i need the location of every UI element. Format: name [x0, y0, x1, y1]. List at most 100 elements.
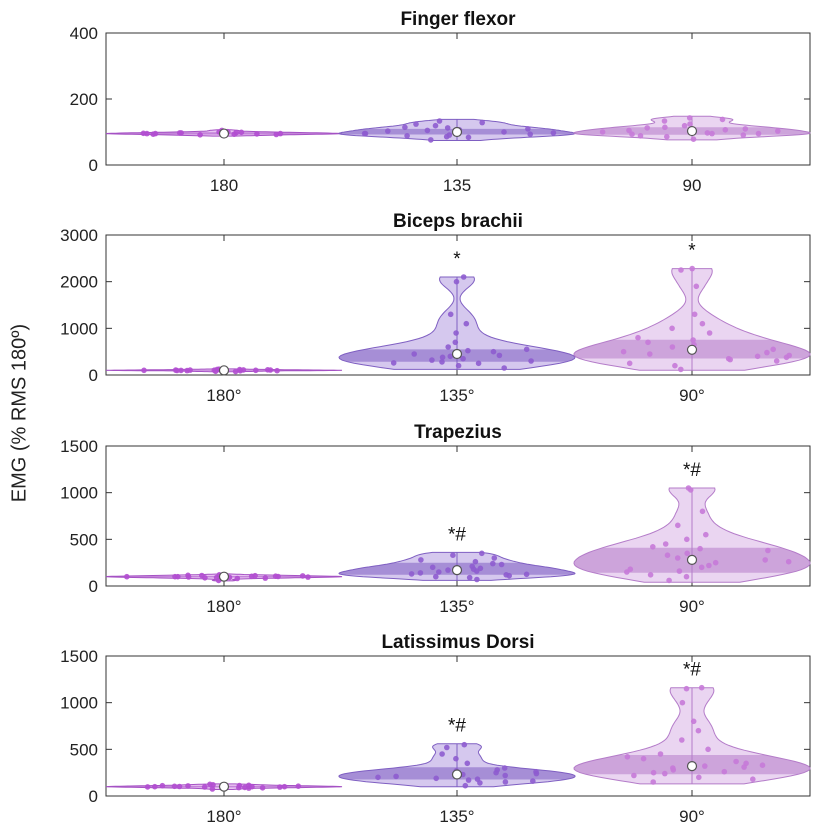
panel-title: Latissimus Dorsi	[381, 632, 534, 653]
data-point	[259, 785, 266, 791]
data-point	[461, 741, 468, 748]
significance-marker: *#	[448, 716, 466, 737]
data-point	[466, 574, 473, 581]
data-point	[631, 772, 637, 779]
data-point	[475, 360, 482, 367]
data-point	[765, 547, 771, 554]
plot-frame	[105, 445, 811, 587]
data-point	[375, 774, 381, 781]
data-point	[455, 362, 462, 369]
data-point	[362, 130, 369, 137]
data-point	[635, 334, 641, 341]
data-point	[759, 762, 766, 768]
x-tick-label: 180°	[206, 807, 241, 825]
data-point	[626, 360, 633, 367]
x-tick-label: 180°	[206, 597, 241, 616]
data-point	[254, 131, 260, 137]
data-point	[650, 544, 656, 550]
data-point	[474, 576, 480, 583]
data-point	[698, 564, 705, 571]
data-point	[637, 133, 644, 139]
data-point	[645, 339, 651, 346]
data-point	[433, 573, 439, 580]
data-point	[453, 278, 460, 285]
data-point	[690, 337, 696, 343]
data-point	[666, 577, 672, 584]
data-point	[704, 130, 711, 136]
data-point	[249, 783, 255, 790]
data-point	[754, 353, 761, 360]
y-axis-label: EMG (% RMS 180º)	[8, 323, 31, 503]
data-point	[452, 339, 459, 346]
data-point	[503, 572, 510, 578]
data-point	[533, 768, 539, 775]
y-tick-label: 1500	[60, 437, 98, 456]
data-point	[627, 566, 634, 572]
y-tick-label: 0	[89, 156, 98, 175]
data-point	[496, 352, 503, 359]
data-point	[439, 751, 445, 757]
data-point	[172, 573, 178, 580]
data-point	[775, 128, 781, 134]
data-point	[450, 552, 456, 558]
median-marker	[686, 125, 698, 137]
data-point	[233, 129, 240, 136]
data-point	[550, 130, 557, 136]
data-point	[670, 765, 676, 771]
median-marker	[686, 554, 698, 565]
data-point	[140, 130, 147, 137]
data-point	[498, 561, 505, 568]
data-point	[662, 541, 669, 547]
significance-marker: *#	[683, 460, 701, 481]
x-tick-label: 135°	[439, 807, 474, 825]
x-tick-label: 180	[210, 176, 238, 195]
data-point	[698, 684, 705, 691]
data-point	[408, 571, 415, 577]
median-marker	[686, 761, 698, 772]
y-tick-label: 0	[89, 366, 98, 385]
data-point	[703, 531, 709, 538]
data-point	[390, 360, 397, 366]
data-point	[187, 367, 193, 373]
y-tick-label: 1000	[60, 484, 98, 503]
data-point	[662, 770, 668, 777]
data-point	[185, 574, 192, 580]
significance-marker: *#	[448, 524, 466, 545]
panel-title: Trapezius	[414, 422, 502, 443]
data-point	[679, 699, 686, 706]
x-tick-label: 90°	[679, 597, 705, 616]
data-point	[274, 367, 280, 374]
data-point	[530, 778, 536, 784]
data-point	[773, 358, 780, 364]
data-point	[429, 357, 435, 363]
data-point	[770, 346, 776, 353]
data-point	[721, 768, 728, 775]
data-point	[418, 557, 424, 563]
data-point	[232, 368, 239, 375]
y-tick-label: 3000	[60, 226, 98, 245]
data-point	[695, 727, 702, 734]
data-point	[687, 121, 693, 127]
data-point	[299, 573, 306, 579]
data-point	[281, 783, 288, 790]
y-tick-label: 1500	[60, 647, 98, 666]
data-point	[209, 786, 216, 792]
data-point	[444, 125, 451, 131]
data-point	[664, 552, 671, 558]
data-point	[207, 781, 213, 788]
data-point	[502, 779, 509, 785]
data-point	[750, 776, 756, 782]
data-point	[491, 555, 498, 561]
data-point	[159, 782, 166, 789]
data-point	[236, 782, 243, 789]
data-point	[664, 133, 670, 140]
data-point	[417, 570, 424, 576]
data-point	[185, 783, 191, 789]
data-point	[264, 367, 271, 373]
data-point	[678, 267, 684, 273]
data-point	[599, 129, 606, 135]
data-point	[439, 359, 445, 365]
data-point	[469, 563, 476, 570]
data-point	[727, 356, 733, 363]
